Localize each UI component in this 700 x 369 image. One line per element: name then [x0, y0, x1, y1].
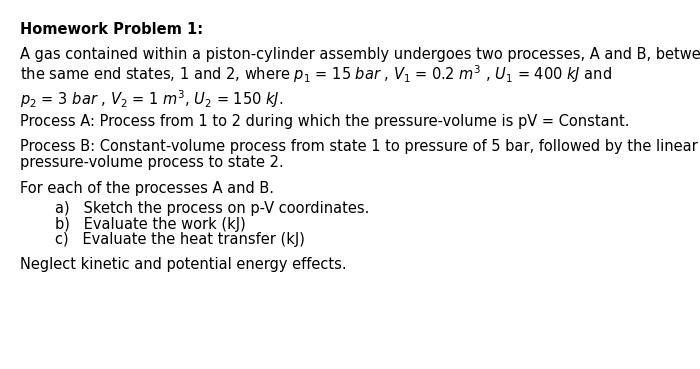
Text: Neglect kinetic and potential energy effects.: Neglect kinetic and potential energy eff… — [20, 258, 346, 272]
Text: pressure-volume process to state 2.: pressure-volume process to state 2. — [20, 155, 284, 170]
Text: Process A: Process from 1 to 2 during which the pressure-volume is pV = Constant: Process A: Process from 1 to 2 during wh… — [20, 114, 629, 129]
Text: $p_2$ = 3 $\mathit{bar}$ , $V_2$ = 1 $m^3$, $U_2$ = 150 $\mathit{kJ}$.: $p_2$ = 3 $\mathit{bar}$ , $V_2$ = 1 $m^… — [20, 89, 284, 110]
Text: a)   Sketch the process on p-V coordinates.: a) Sketch the process on p-V coordinates… — [55, 201, 370, 216]
Text: the same end states, 1 and 2, where $p_1$ = 15 $\mathit{bar}$ , $V_1$ = 0.2 $m^3: the same end states, 1 and 2, where $p_1… — [20, 63, 612, 85]
Text: c)   Evaluate the heat transfer (kJ): c) Evaluate the heat transfer (kJ) — [55, 232, 305, 247]
Text: b)   Evaluate the work (kJ): b) Evaluate the work (kJ) — [55, 217, 246, 231]
Text: For each of the processes A and B.: For each of the processes A and B. — [20, 180, 274, 196]
Text: Process B: Constant-volume process from state 1 to pressure of 5 bar, followed b: Process B: Constant-volume process from … — [20, 139, 698, 155]
Text: Homework Problem 1:: Homework Problem 1: — [20, 22, 203, 37]
Text: A gas contained within a piston-cylinder assembly undergoes two processes, A and: A gas contained within a piston-cylinder… — [20, 48, 700, 62]
